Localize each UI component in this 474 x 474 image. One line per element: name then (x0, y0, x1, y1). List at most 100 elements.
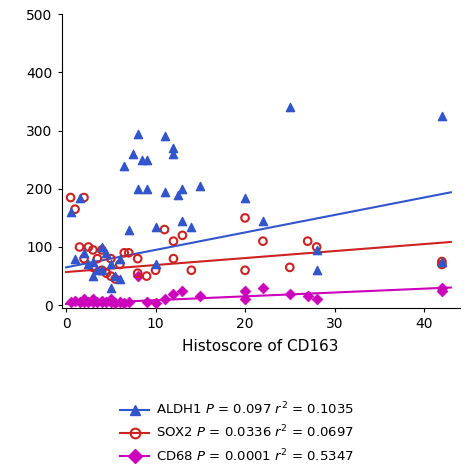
Point (120, 162, 128, 169)
Point (80, 255, 88, 263)
Point (197, 292, 204, 300)
Point (125, 249, 133, 256)
Point (98, 266, 106, 274)
Point (134, 130, 141, 137)
Point (71, 255, 79, 263)
Point (241, 287, 249, 294)
Point (179, 287, 186, 294)
Point (102, 269, 110, 277)
Point (161, 133, 168, 140)
Point (179, 217, 186, 225)
Point (116, 275, 124, 283)
Point (438, 284, 446, 292)
Point (161, 188, 168, 195)
Point (197, 182, 204, 190)
Point (102, 299, 110, 306)
Point (438, 258, 446, 265)
Point (85, 261, 92, 268)
Point (116, 299, 124, 306)
Point (152, 300, 159, 307)
Point (143, 299, 150, 306)
X-axis label: Histoscore of CD163: Histoscore of CD163 (182, 339, 339, 355)
Point (313, 246, 320, 254)
Point (89, 264, 97, 271)
Point (313, 266, 320, 274)
Point (94, 255, 101, 263)
Point (89, 299, 97, 306)
Point (94, 299, 101, 306)
Point (107, 299, 115, 306)
Point (438, 112, 446, 120)
Point (304, 237, 311, 245)
Point (170, 290, 177, 297)
Point (89, 272, 97, 280)
Point (304, 292, 311, 300)
Point (102, 249, 110, 256)
Point (107, 261, 115, 268)
Point (152, 261, 159, 268)
Point (125, 299, 133, 306)
Point (80, 249, 88, 256)
Point (161, 226, 168, 233)
Point (107, 296, 115, 303)
Point (134, 185, 141, 192)
Point (71, 297, 79, 304)
Point (241, 296, 249, 303)
Point (241, 214, 249, 222)
Point (111, 275, 119, 283)
Point (134, 255, 141, 263)
Point (67, 194, 74, 201)
Point (67, 208, 74, 216)
Point (98, 299, 106, 306)
Point (111, 300, 119, 307)
Point (152, 266, 159, 274)
Point (188, 266, 195, 274)
Point (116, 255, 124, 263)
Point (143, 272, 150, 280)
Point (286, 103, 293, 111)
Point (313, 296, 320, 303)
Point (76, 194, 83, 201)
Point (98, 243, 106, 251)
Point (89, 246, 97, 254)
Point (143, 156, 150, 164)
Point (85, 243, 92, 251)
Legend: ALDH1 $P$ = 0.097 $r^2$ = 0.1035, SOX2 $P$ = 0.0336 $r^2$ = 0.0697, CD68 $P$ = 0: ALDH1 $P$ = 0.097 $r^2$ = 0.1035, SOX2 $… (115, 396, 359, 469)
Point (259, 284, 267, 292)
Point (89, 296, 97, 303)
Point (111, 272, 119, 280)
Point (241, 266, 249, 274)
Point (170, 144, 177, 152)
Point (107, 255, 115, 263)
Point (286, 290, 293, 297)
Point (80, 194, 88, 201)
Point (134, 272, 141, 280)
Point (134, 269, 141, 277)
Point (438, 261, 446, 268)
Point (313, 243, 320, 251)
Point (85, 299, 92, 306)
Point (89, 258, 97, 265)
Point (76, 243, 83, 251)
Point (259, 217, 267, 225)
Point (174, 191, 182, 199)
Point (143, 185, 150, 192)
Point (67, 299, 74, 306)
Point (152, 223, 159, 230)
Point (120, 300, 128, 307)
Point (129, 150, 137, 158)
Point (98, 297, 106, 304)
Point (125, 226, 133, 233)
Point (138, 156, 146, 164)
Point (170, 150, 177, 158)
Point (120, 249, 128, 256)
Point (80, 299, 88, 306)
Point (98, 246, 106, 254)
Point (170, 255, 177, 263)
Point (161, 296, 168, 303)
Point (259, 237, 267, 245)
Point (71, 205, 79, 213)
Point (286, 264, 293, 271)
Point (438, 258, 446, 265)
Point (188, 223, 195, 230)
